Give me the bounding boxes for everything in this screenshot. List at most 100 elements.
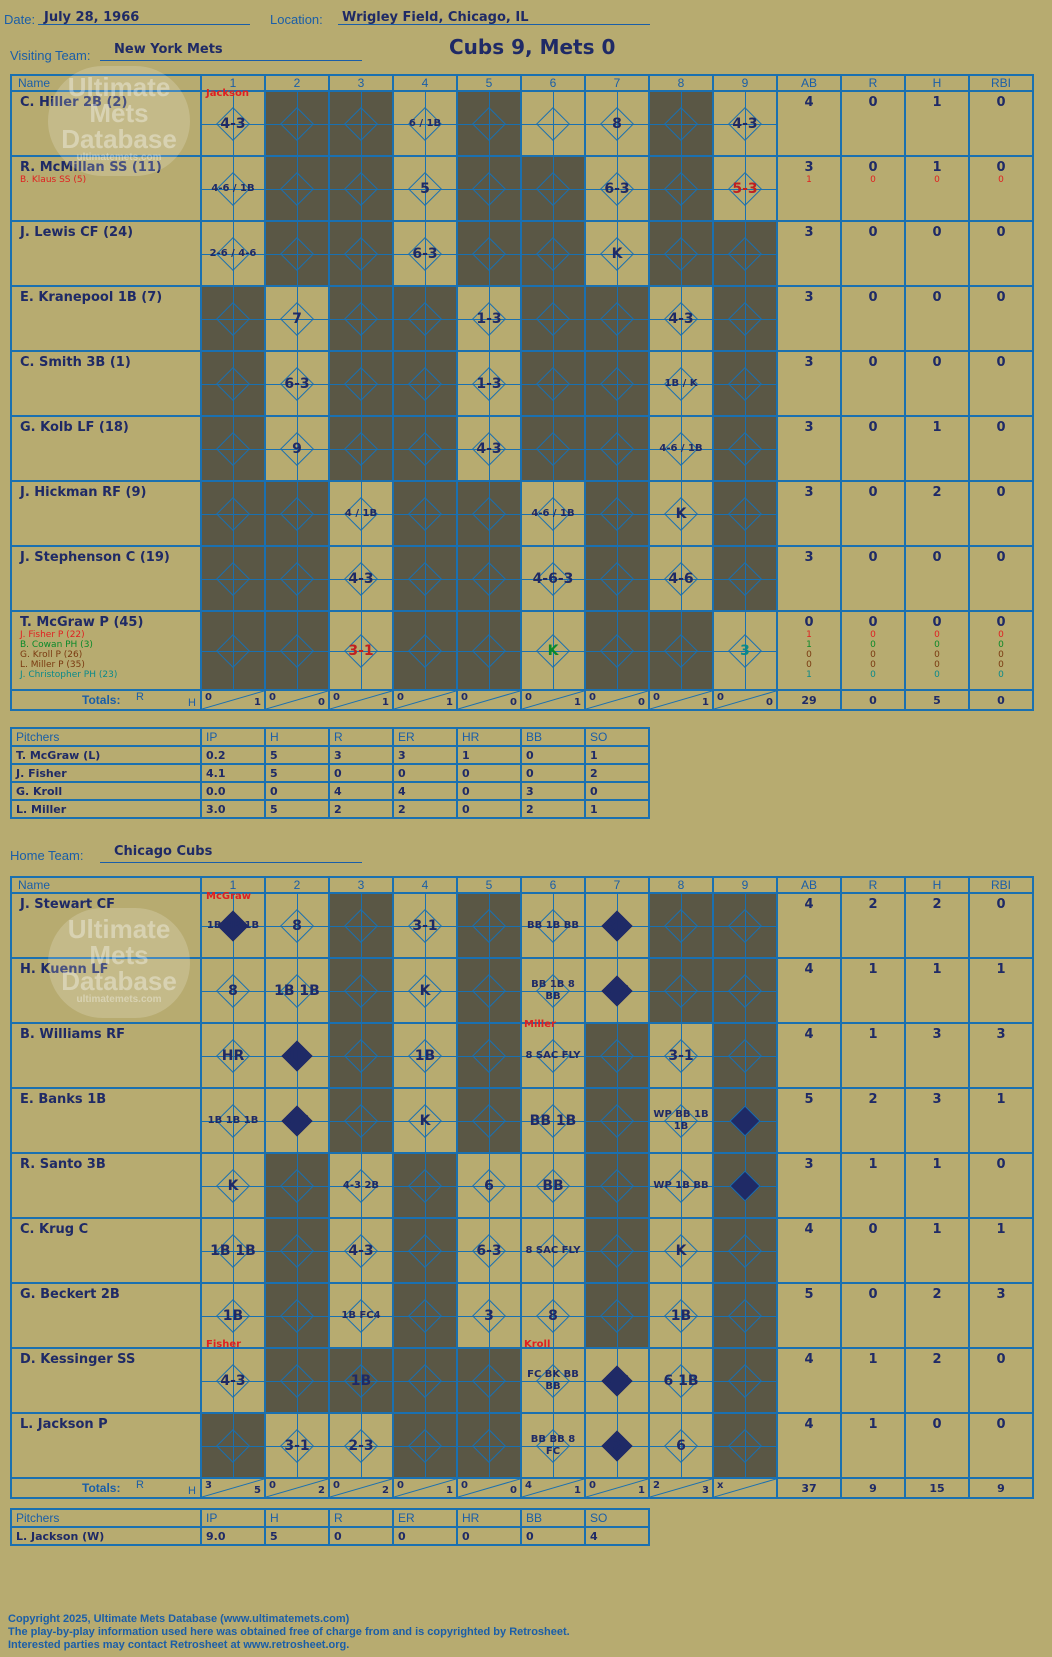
base-diamond (536, 106, 570, 141)
base-diamond (472, 236, 506, 271)
at-bat-cell: 8 (584, 90, 650, 157)
play-result: 8 (292, 917, 302, 934)
base-diamond (728, 366, 762, 401)
at-bat-cell (200, 415, 266, 482)
inning-header-9: 9 (712, 876, 778, 894)
stat-value: 0 (868, 615, 878, 630)
pitching-column-header: Pitchers (10, 727, 202, 747)
at-bat-cell (392, 480, 458, 547)
play-result: 4-3 (732, 115, 758, 132)
stat-header-h: H (904, 876, 970, 894)
play-result: 6 / 1B (408, 117, 442, 129)
at-bat-cell (712, 892, 778, 959)
at-bat-cell (392, 1152, 458, 1219)
base-diamond (472, 496, 506, 531)
stat-sub-value: 0 (934, 640, 940, 650)
pitching-stat: 9.0 (200, 1526, 266, 1546)
stat-h: 0 (904, 545, 970, 612)
stat-h: 1 (904, 90, 970, 157)
base-diamond (728, 236, 762, 271)
base-diamond (280, 1298, 314, 1333)
play-result: 3-1 (284, 1437, 310, 1454)
at-bat-cell (712, 545, 778, 612)
play-result: 3-1 (412, 917, 438, 934)
base-diamond (600, 1298, 634, 1333)
stat-sub-value: 0 (934, 630, 940, 640)
at-bat-cell (456, 1022, 522, 1089)
at-bat-cell (520, 415, 586, 482)
pitching-stat: 4 (328, 781, 394, 801)
stat-sub-value: 0 (870, 660, 876, 670)
batter-row: G. Beckert 2B 1B 1B FC4 3 8 1B 5 0 2 3 (10, 1282, 1034, 1349)
stat-value: 4 (804, 1417, 814, 1432)
batter-name: E. Kranepool 1B (7) (10, 285, 202, 352)
total-r: 9 (840, 1477, 906, 1499)
play-result: 1B (670, 1307, 692, 1324)
player-name: C. Krug C (20, 1222, 89, 1237)
watermark-line2: Mets (89, 940, 149, 970)
stat-value: 0 (996, 485, 1006, 500)
at-bat-cell (648, 892, 714, 959)
stat-value: 4 (804, 897, 814, 912)
at-bat-cell: 8 (200, 957, 266, 1024)
base-diamond (344, 301, 378, 336)
pitching-stat: 0 (520, 1526, 586, 1546)
inning-header-2: 2 (264, 74, 330, 92)
batter-row: R. McMillan SS (11) B. Klaus SS (5) 4-6 / … (10, 155, 1034, 222)
inning-hits: 0 (766, 697, 773, 708)
play-result: 6-3 (604, 180, 630, 197)
stat-r: 0 (840, 1217, 906, 1284)
at-bat-cell (392, 1412, 458, 1479)
at-bat-cell (712, 415, 778, 482)
play-result: 1B / K (664, 377, 698, 389)
stat-h: 3 (904, 1087, 970, 1154)
stat-rbi: 3 (968, 1022, 1034, 1089)
player-name: C. Smith 3B (1) (20, 355, 131, 370)
at-bat-cell (520, 350, 586, 417)
at-bat-cell (712, 1412, 778, 1479)
stat-r: 2 (840, 892, 906, 959)
play-result: 6 (484, 1177, 494, 1194)
total-ab: 37 (776, 1477, 842, 1499)
play-result: 1B 1B 1B (207, 1114, 259, 1126)
base-diamond (728, 301, 762, 336)
stat-value: 1 (932, 95, 942, 110)
stat-value: 0 (996, 95, 1006, 110)
stat-header-r: R (840, 876, 906, 894)
substitute-name: J. Christopher PH (23) (20, 670, 118, 680)
totals-label-cell: Totals: R H (10, 1477, 202, 1499)
pitching-column-header: BB (520, 727, 586, 747)
stat-value: 0 (996, 420, 1006, 435)
inning-header-1: 1 (200, 876, 266, 894)
pitching-stat: 0 (520, 763, 586, 783)
pitching-stat: 5 (264, 1526, 330, 1546)
base-diamond (408, 561, 442, 596)
player-name: B. Williams RF (20, 1027, 126, 1042)
pitcher-change-annotation: McGraw (206, 891, 252, 902)
inning-header-7: 7 (584, 74, 650, 92)
player-name: G. Kolb LF (18) (20, 420, 129, 435)
pitchers-header-row: Pitchers IP H R ER HR BB SO (10, 1508, 650, 1528)
batter-row: D. Kessinger SS 4-3 1B FC BK BB BB 6-3 6 1B 4 1… (10, 1347, 1034, 1414)
stat-rbi: 3 (968, 1282, 1034, 1349)
totals-row: Totals: R H 0 1 0 0 0 1 0 1 0 0 0 1 0 0 0 1 0 0 29 0 5 0 (10, 689, 1034, 711)
stat-value: 3 (804, 420, 814, 435)
play-result: 4-3 (348, 570, 374, 587)
batter-row: E. Banks 1B 1B 1B 1B 6-3 K BB 1B WP BB 1B 1B 5… (10, 1087, 1034, 1154)
stat-sub-value: 0 (998, 630, 1004, 640)
base-diamond (344, 366, 378, 401)
at-bat-cell (328, 1087, 394, 1154)
pitcher-row: L. Jackson (W) 9.0 5 0 0 0 0 4 (10, 1526, 650, 1546)
stat-value: 0 (868, 355, 878, 370)
at-bat-cell (264, 155, 330, 222)
play-result: 3-1 (348, 642, 374, 659)
stat-header-ab: AB (776, 876, 842, 894)
inning-runs: 0 (205, 692, 212, 703)
at-bat-cell: 6 / 1B (392, 90, 458, 157)
at-bat-cell (584, 415, 650, 482)
at-bat-cell: 1-3 (456, 350, 522, 417)
at-bat-cell (456, 545, 522, 612)
at-bat-cell: K (584, 220, 650, 287)
